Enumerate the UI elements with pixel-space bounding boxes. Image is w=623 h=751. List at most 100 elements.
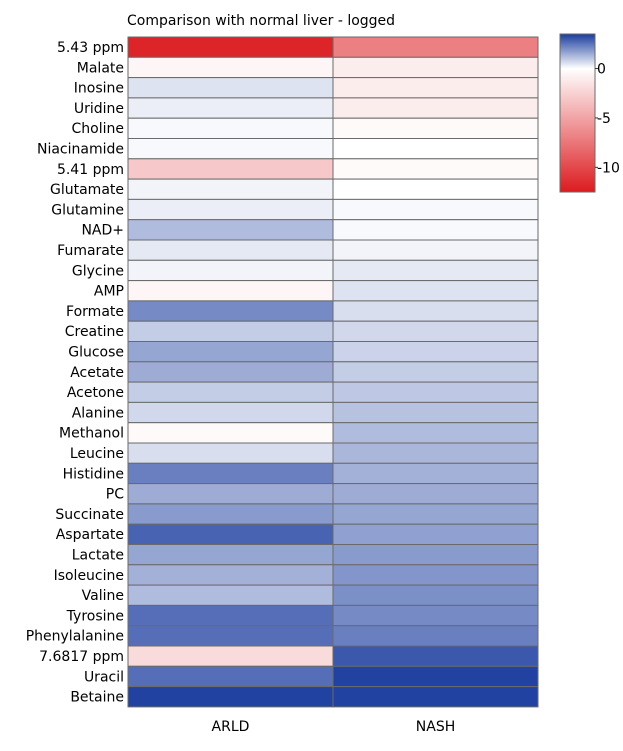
heatmap-cell <box>127 686 334 708</box>
row-label: Malate <box>77 60 124 76</box>
row-label: Formate <box>66 304 124 320</box>
heatmap-cell <box>127 138 334 160</box>
heatmap-cell <box>127 523 334 546</box>
heatmap-cell <box>332 320 539 343</box>
column-label: NASH <box>416 719 455 735</box>
heatmap-cell <box>127 320 334 343</box>
row-label: NAD+ <box>81 223 124 239</box>
heatmap-cell <box>332 422 539 444</box>
heatmap-cell <box>332 117 539 139</box>
row-label: PC <box>106 487 124 503</box>
row-label: Alanine <box>72 405 124 421</box>
row-label: Niacinamide <box>37 142 124 158</box>
row-label: 5.41 ppm <box>57 162 124 178</box>
heatmap-cell <box>332 665 539 688</box>
heatmap-cell <box>127 56 334 79</box>
heatmap-cell <box>332 361 539 383</box>
row-label: Tyrosine <box>66 608 124 624</box>
heatmap-cell <box>332 280 539 302</box>
heatmap-cell <box>332 36 539 58</box>
row-label: Glucose <box>68 345 124 361</box>
heatmap-cell <box>127 483 334 505</box>
heatmap-cell <box>332 77 539 99</box>
heatmap-cell <box>332 97 539 119</box>
row-label: Glutamine <box>51 202 124 218</box>
heatmap-cell <box>332 158 539 180</box>
row-label: Lactate <box>72 548 124 564</box>
heatmap-cell <box>332 584 539 606</box>
heatmap-cell <box>127 584 334 606</box>
heatmap-cell <box>127 239 334 261</box>
row-label: Succinate <box>55 507 124 523</box>
row-label: Fumarate <box>57 243 124 259</box>
row-label: Aspartate <box>56 527 124 543</box>
heatmap-cell <box>127 280 334 302</box>
heatmap-cell <box>127 97 334 119</box>
heatmap-cell <box>127 341 334 363</box>
heatmap-cells <box>127 36 539 708</box>
row-label: Phenylalanine <box>26 629 124 645</box>
heatmap-cell <box>332 442 539 464</box>
heatmap-cell <box>332 523 539 546</box>
heatmap-cell <box>332 239 539 261</box>
heatmap-cell <box>332 503 539 525</box>
heatmap-cell <box>332 401 539 424</box>
heatmap-cell <box>332 483 539 505</box>
heatmap-cell <box>127 198 334 221</box>
row-label: Methanol <box>59 426 124 442</box>
heatmap-cell <box>127 77 334 99</box>
heatmap-cell <box>127 462 334 485</box>
heatmap-cell <box>127 503 334 525</box>
heatmap-cell <box>332 198 539 221</box>
heatmap-cell <box>127 665 334 688</box>
heatmap-cell <box>127 422 334 444</box>
heatmap-cell <box>127 259 334 282</box>
heatmap-cell <box>127 117 334 139</box>
row-label: Choline <box>72 121 124 137</box>
heatmap-cell <box>332 300 539 322</box>
row-label: 5.43 ppm <box>57 40 124 56</box>
heatmap-cell <box>332 56 539 79</box>
heatmap-cell <box>332 645 539 667</box>
heatmap-cell <box>332 219 539 241</box>
row-label: Creatine <box>65 324 124 340</box>
heatmap-cell <box>127 158 334 180</box>
heatmap-cell <box>332 381 539 403</box>
heatmap-cell <box>127 625 334 647</box>
colorbar-tick-label: -10 <box>597 160 620 176</box>
row-label: Inosine <box>74 81 124 97</box>
heatmap-cell <box>127 442 334 464</box>
row-label: Leucine <box>70 446 124 462</box>
row-label: Glutamate <box>50 182 124 198</box>
heatmap-cell <box>332 178 539 200</box>
row-label: 7.6817 ppm <box>39 649 124 665</box>
heatmap-cell <box>332 259 539 282</box>
row-label: Glycine <box>72 263 124 279</box>
row-labels: 5.43 ppm Malate Inosine Uridine Choline Niaci… <box>26 40 125 706</box>
row-label: Uracil <box>84 669 124 685</box>
row-label: Valine <box>82 588 124 604</box>
heatmap-cell <box>332 544 539 566</box>
heatmap-cell <box>332 564 539 586</box>
heatmap-cell <box>127 544 334 566</box>
colorbar-tick-label: 0 <box>597 62 606 78</box>
row-label: Histidine <box>63 466 124 482</box>
heatmap-cell <box>332 625 539 647</box>
colorbar-tick-label: -5 <box>597 111 611 127</box>
row-label: Betaine <box>70 690 124 706</box>
colorbar-scale <box>559 33 596 193</box>
heatmap-cell <box>332 686 539 708</box>
row-label: AMP <box>94 284 124 300</box>
heatmap-cell <box>127 300 334 322</box>
heatmap-cell <box>332 604 539 627</box>
row-label: Acetone <box>67 385 124 401</box>
row-label: Uridine <box>74 101 124 117</box>
heatmap-cell <box>127 361 334 383</box>
heatmap-cell <box>127 564 334 586</box>
heatmap-cell <box>127 604 334 627</box>
heatmap-cell <box>332 138 539 160</box>
colorbar: 0 -5 -10 <box>559 33 620 193</box>
heatmap-cell <box>127 36 334 58</box>
chart-title: Comparison with normal liver - logged <box>127 13 395 29</box>
